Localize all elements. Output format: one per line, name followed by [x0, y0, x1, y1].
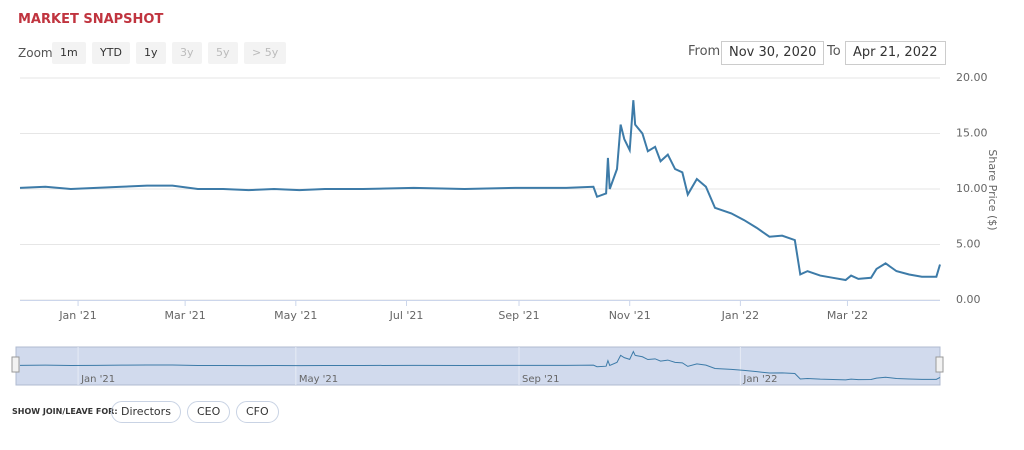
x-tick-label: Mar '22 — [827, 309, 868, 322]
y-tick-label: 20.00 — [956, 71, 988, 84]
x-tick-label: Jan '22 — [721, 309, 759, 322]
zoom-button[interactable]: YTD — [92, 42, 130, 64]
navigator-label: May '21 — [299, 374, 338, 385]
zoom-button: 5y — [208, 42, 238, 64]
to-input[interactable]: Apr 21, 2022 — [845, 41, 946, 65]
to-label: To — [827, 44, 841, 59]
x-tick-label: Jan '21 — [58, 309, 96, 322]
y-tick-label: 0.00 — [956, 293, 981, 306]
zoom-button[interactable]: 1m — [52, 42, 86, 64]
x-tick-label: Nov '21 — [609, 309, 651, 322]
filter-button[interactable]: CFO — [236, 401, 279, 423]
from-input[interactable]: Nov 30, 2020 — [721, 41, 825, 65]
price-line — [19, 100, 941, 282]
x-tick-label: Sep '21 — [498, 309, 539, 322]
zoom-button: > 5y — [244, 42, 287, 64]
navigator-label: Sep '21 — [522, 374, 560, 385]
y-axis-title: Share Price ($) — [986, 149, 999, 230]
footer-label: SHOW JOIN/LEAVE FOR: — [12, 407, 118, 416]
title: MARKET SNAPSHOT — [18, 12, 164, 27]
navigator-handle — [11, 356, 20, 373]
filter-button[interactable]: Directors — [111, 401, 181, 423]
zoom-button[interactable]: 1y — [136, 42, 166, 64]
x-tick-label: May '21 — [274, 309, 317, 322]
navigator-line — [19, 350, 941, 381]
navigator-label: Jan '22 — [742, 374, 777, 385]
y-tick-label: 15.00 — [956, 127, 988, 140]
navigator-handle — [935, 356, 944, 373]
zoom-label: Zoom — [18, 46, 53, 60]
filter-button[interactable]: CEO — [187, 401, 231, 423]
navigator-label: Jan '21 — [80, 374, 115, 385]
from-label: From — [688, 44, 721, 59]
y-tick-label: 5.00 — [956, 238, 981, 251]
x-tick-label: Jul '21 — [389, 309, 424, 322]
x-tick-label: Mar '21 — [164, 309, 205, 322]
y-tick-label: 10.00 — [956, 182, 988, 195]
zoom-button: 3y — [172, 42, 202, 64]
